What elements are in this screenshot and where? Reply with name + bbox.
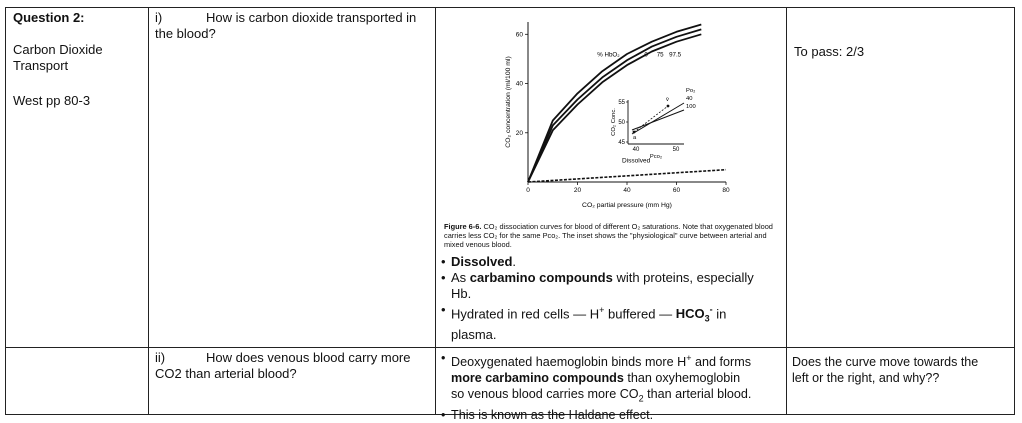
inset-point-a-label: a bbox=[633, 135, 637, 141]
figure-caption: Figure 6-6. CO₂ dissociation curves for … bbox=[444, 222, 773, 249]
part2-question-line1: How does venous blood carry more bbox=[206, 350, 411, 365]
table-border-left bbox=[5, 7, 6, 415]
inset-curve bbox=[631, 102, 685, 135]
series-label: 75 bbox=[657, 51, 664, 58]
question-title: Question 2: bbox=[13, 10, 85, 25]
x-tick-label: 60 bbox=[673, 187, 681, 194]
co2-dissociation-chart: 0 20 40 60 80 20 40 60 CO₂ partial pressure (mm … bbox=[505, 22, 730, 209]
bullet-icon: • bbox=[441, 351, 446, 365]
list-item: • Deoxygenated haemoglobin binds more H+… bbox=[441, 350, 786, 407]
x-tick-label: 80 bbox=[722, 187, 730, 194]
series-line-dissolved bbox=[527, 168, 727, 183]
inset-po2-value: 100 bbox=[686, 104, 696, 110]
list-item: • This is known as the Haldane effect. bbox=[441, 407, 654, 422]
table-col-divider bbox=[148, 7, 149, 415]
list-item: • Hydrated in red cells — H+ buffered — … bbox=[441, 302, 727, 342]
bullet-icon: • bbox=[441, 302, 446, 317]
inset-y-tick-label: 50 bbox=[618, 120, 625, 126]
bullet-icon: • bbox=[441, 254, 446, 269]
inset-y-axis-label: CO₂ Conc. bbox=[611, 108, 617, 136]
inset-po2-value: 40 bbox=[686, 96, 692, 102]
series-label: 97.5 bbox=[669, 51, 682, 58]
pass-criteria: To pass: 2/3 bbox=[794, 44, 865, 59]
table-row-divider bbox=[5, 347, 1015, 348]
series-line bbox=[527, 28, 702, 183]
inset-x-tick-label: 40 bbox=[633, 147, 640, 153]
inset-x-axis-label: Pco₂ bbox=[650, 154, 662, 160]
x-tick-label: 40 bbox=[623, 187, 631, 194]
question-reference: West pp 80-3 bbox=[13, 93, 91, 108]
bullet-icon: • bbox=[441, 407, 446, 422]
inset-point-v-label: v̄ bbox=[666, 97, 669, 103]
x-tick-label: 0 bbox=[526, 187, 530, 194]
curve-label: % HbO₂ bbox=[597, 51, 620, 58]
part1-numeral: i) bbox=[155, 10, 163, 25]
part1-question-line2: the blood? bbox=[155, 26, 216, 41]
topic-line: Transport bbox=[13, 58, 69, 73]
x-axis-label: CO₂ partial pressure (mm Hg) bbox=[582, 202, 672, 209]
table-border-top bbox=[5, 7, 1015, 8]
inset-x-tick-label: 50 bbox=[673, 147, 680, 153]
inset-point-a bbox=[632, 130, 636, 134]
list-item: • Dissolved. bbox=[441, 254, 517, 269]
series-label: 0 bbox=[644, 51, 648, 58]
note-line: Does the curve move towards the bbox=[792, 355, 979, 369]
inset-y-tick-label: 45 bbox=[618, 140, 625, 146]
y-tick-label: 40 bbox=[516, 81, 524, 88]
table-border-right bbox=[1014, 7, 1015, 415]
inset-curve bbox=[631, 109, 685, 131]
table-border-bottom bbox=[5, 414, 1015, 415]
series-label: Dissolved bbox=[622, 157, 651, 164]
table-col-divider bbox=[435, 7, 436, 415]
inset-physiological-curve bbox=[633, 105, 669, 133]
inset-po2-label: Po₂ bbox=[686, 88, 695, 94]
part2-note: Does the curve move towards the left or … bbox=[792, 354, 978, 386]
y-tick-label: 20 bbox=[516, 130, 524, 137]
series-line bbox=[527, 23, 702, 183]
part2-question-line2: CO2 than arterial blood? bbox=[155, 366, 297, 381]
table-col-divider bbox=[786, 7, 787, 415]
question-topic: Carbon Dioxide Transport bbox=[13, 42, 103, 74]
answers-part2: • Deoxygenated haemoglobin binds more H+… bbox=[441, 350, 786, 423]
note-line: left or the right, and why?? bbox=[792, 371, 940, 385]
part1-question-line1: How is carbon dioxide transported in bbox=[206, 10, 417, 25]
x-tick-label: 20 bbox=[574, 187, 582, 194]
y-tick-label: 60 bbox=[516, 31, 524, 38]
inset-y-tick-label: 55 bbox=[618, 100, 625, 106]
list-item: • As carbamino compounds with proteins, … bbox=[441, 270, 754, 301]
topic-line: Carbon Dioxide bbox=[13, 42, 103, 57]
part2-numeral: ii) bbox=[155, 350, 166, 365]
bullet-icon: • bbox=[441, 270, 446, 285]
answers-part1: • Dissolved. • As carbamino compounds wi… bbox=[441, 254, 781, 343]
y-axis-label: CO₂ concentration (ml/100 ml) bbox=[505, 56, 512, 147]
series-line bbox=[527, 33, 702, 183]
inset-point-v bbox=[666, 104, 670, 108]
